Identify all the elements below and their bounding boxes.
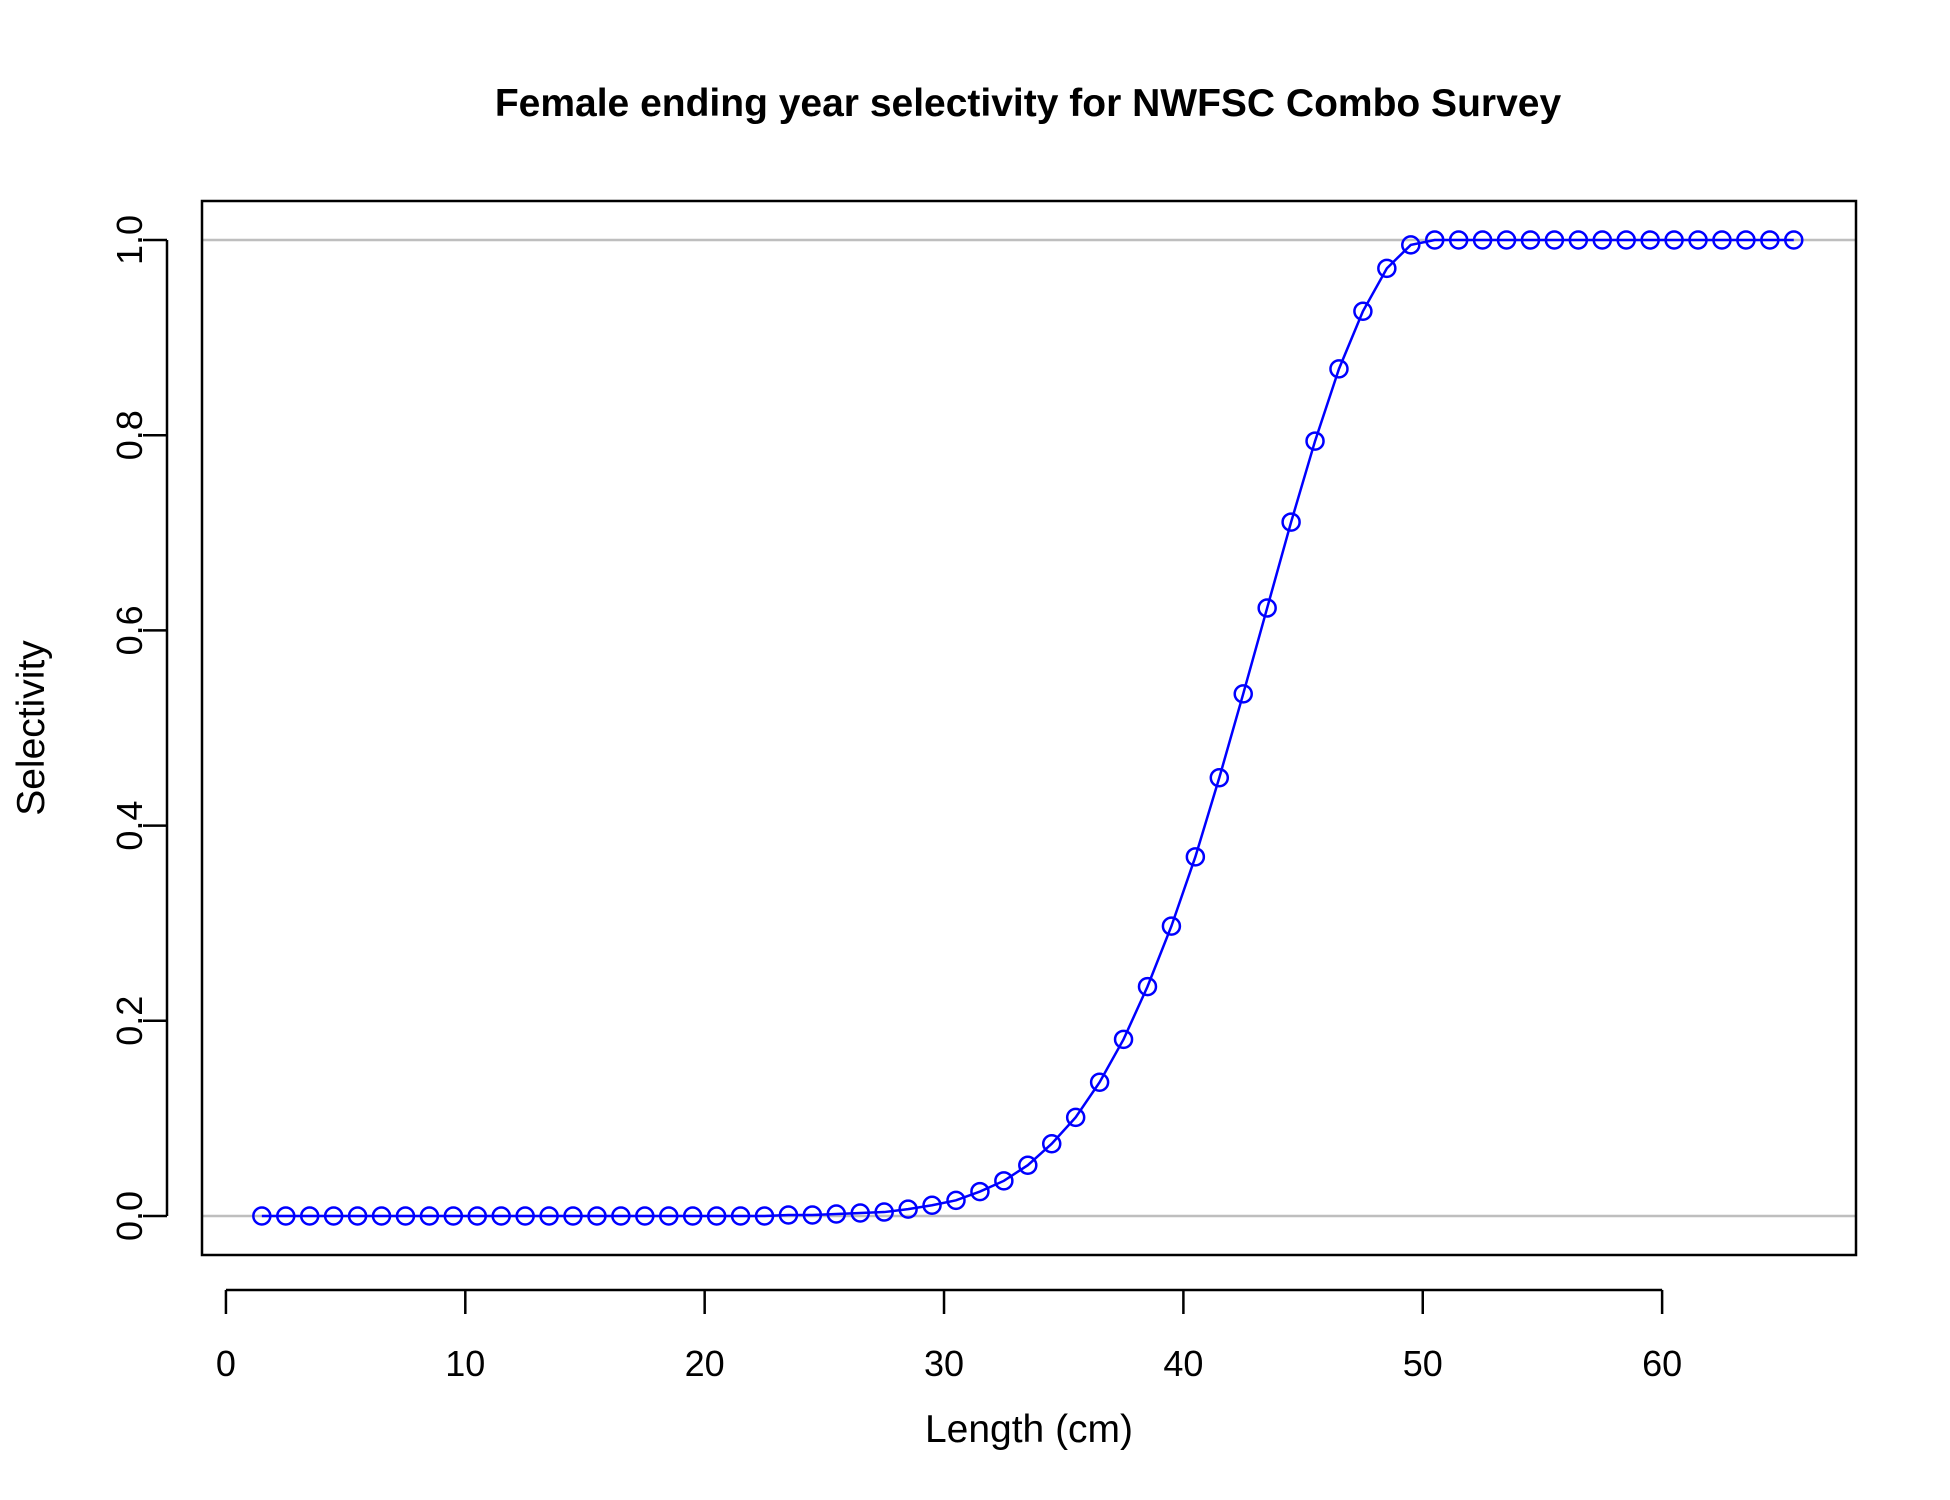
data-point-35 bbox=[1089, 1072, 1110, 1093]
data-point-6 bbox=[395, 1206, 416, 1226]
data-point-11 bbox=[515, 1206, 535, 1226]
x-axis-label: Length (cm) bbox=[925, 1408, 1133, 1451]
data-point-25 bbox=[850, 1203, 870, 1223]
x-tick-label-2: 20 bbox=[685, 1343, 725, 1384]
data-point-41 bbox=[1233, 684, 1253, 704]
data-point-30 bbox=[970, 1181, 990, 1202]
data-point-12 bbox=[539, 1206, 559, 1226]
data-point-37 bbox=[1137, 976, 1158, 997]
x-tick-label-4: 40 bbox=[1163, 1343, 1203, 1384]
data-point-1 bbox=[276, 1206, 296, 1226]
y-tick-label-3: 0.6 bbox=[109, 605, 150, 655]
data-point-19 bbox=[706, 1206, 727, 1226]
x-axis: 0 10 20 30 40 50 60 bbox=[216, 1288, 1682, 1384]
data-point-62 bbox=[1736, 230, 1756, 250]
data-point-43 bbox=[1281, 512, 1301, 532]
y-tick-label-5: 1.0 bbox=[109, 215, 150, 265]
data-point-33 bbox=[1041, 1133, 1062, 1154]
data-point-28 bbox=[922, 1195, 942, 1215]
data-point-2 bbox=[299, 1206, 320, 1226]
data-point-58 bbox=[1640, 230, 1660, 250]
series-layer bbox=[252, 230, 1804, 1226]
chart-title: Female ending year selectivity for NWFSC… bbox=[495, 82, 1562, 125]
data-point-55 bbox=[1568, 230, 1589, 250]
data-point-16 bbox=[635, 1206, 655, 1226]
data-point-24 bbox=[826, 1204, 847, 1224]
data-point-42 bbox=[1257, 598, 1277, 618]
data-point-36 bbox=[1113, 1029, 1134, 1050]
data-point-64 bbox=[1784, 230, 1804, 250]
data-point-60 bbox=[1688, 230, 1708, 250]
plot-frame bbox=[200, 199, 1858, 1257]
data-point-15 bbox=[611, 1206, 631, 1226]
data-point-10 bbox=[491, 1206, 511, 1226]
data-point-40 bbox=[1209, 768, 1230, 788]
data-point-51 bbox=[1472, 230, 1493, 250]
data-point-47 bbox=[1377, 258, 1397, 279]
data-point-34 bbox=[1065, 1107, 1086, 1128]
data-point-63 bbox=[1760, 230, 1780, 250]
y-tick-label-0: 0.0 bbox=[109, 1191, 150, 1241]
series-line-0 bbox=[261, 238, 1794, 1218]
data-point-57 bbox=[1616, 230, 1636, 250]
data-point-21 bbox=[754, 1206, 775, 1226]
data-point-54 bbox=[1544, 230, 1565, 250]
x-tick-label-3: 30 bbox=[924, 1343, 964, 1384]
reference-lines bbox=[202, 238, 1856, 1218]
data-point-50 bbox=[1448, 230, 1469, 250]
data-point-49 bbox=[1424, 230, 1445, 250]
data-point-9 bbox=[467, 1206, 488, 1226]
data-point-7 bbox=[419, 1206, 440, 1226]
y-tick-label-1: 0.2 bbox=[109, 996, 150, 1046]
data-point-4 bbox=[347, 1206, 368, 1226]
data-point-3 bbox=[323, 1206, 344, 1226]
data-point-29 bbox=[946, 1190, 966, 1211]
data-point-26 bbox=[874, 1202, 894, 1222]
data-point-17 bbox=[659, 1206, 679, 1226]
data-point-32 bbox=[1018, 1155, 1038, 1175]
data-point-59 bbox=[1664, 230, 1684, 250]
y-axis-label: Selectivity bbox=[10, 640, 53, 816]
data-point-31 bbox=[994, 1171, 1014, 1191]
data-point-46 bbox=[1353, 301, 1373, 322]
data-point-20 bbox=[730, 1206, 751, 1226]
y-tick-label-4: 0.8 bbox=[109, 410, 150, 460]
data-point-48 bbox=[1401, 235, 1421, 255]
y-axis: 0.0 0.2 0.4 0.6 0.8 1.0 bbox=[109, 215, 169, 1241]
data-point-23 bbox=[802, 1205, 823, 1225]
data-point-18 bbox=[682, 1206, 703, 1226]
x-tick-label-5: 50 bbox=[1403, 1343, 1443, 1384]
data-point-53 bbox=[1520, 230, 1541, 250]
data-point-45 bbox=[1329, 359, 1349, 379]
data-point-56 bbox=[1592, 230, 1613, 250]
data-point-14 bbox=[587, 1206, 607, 1226]
data-point-38 bbox=[1161, 916, 1182, 936]
data-point-8 bbox=[443, 1206, 464, 1226]
data-point-22 bbox=[778, 1205, 799, 1225]
data-point-61 bbox=[1712, 230, 1732, 250]
y-tick-label-2: 0.4 bbox=[109, 801, 150, 851]
data-point-44 bbox=[1305, 431, 1325, 451]
data-point-39 bbox=[1185, 847, 1206, 867]
x-tick-label-1: 10 bbox=[445, 1343, 485, 1384]
x-tick-label-0: 0 bbox=[216, 1343, 236, 1384]
data-point-5 bbox=[371, 1206, 392, 1226]
data-point-52 bbox=[1496, 230, 1517, 250]
data-point-13 bbox=[563, 1206, 583, 1226]
x-tick-label-6: 60 bbox=[1642, 1343, 1682, 1384]
data-point-27 bbox=[898, 1199, 918, 1219]
data-point-0 bbox=[252, 1206, 272, 1226]
